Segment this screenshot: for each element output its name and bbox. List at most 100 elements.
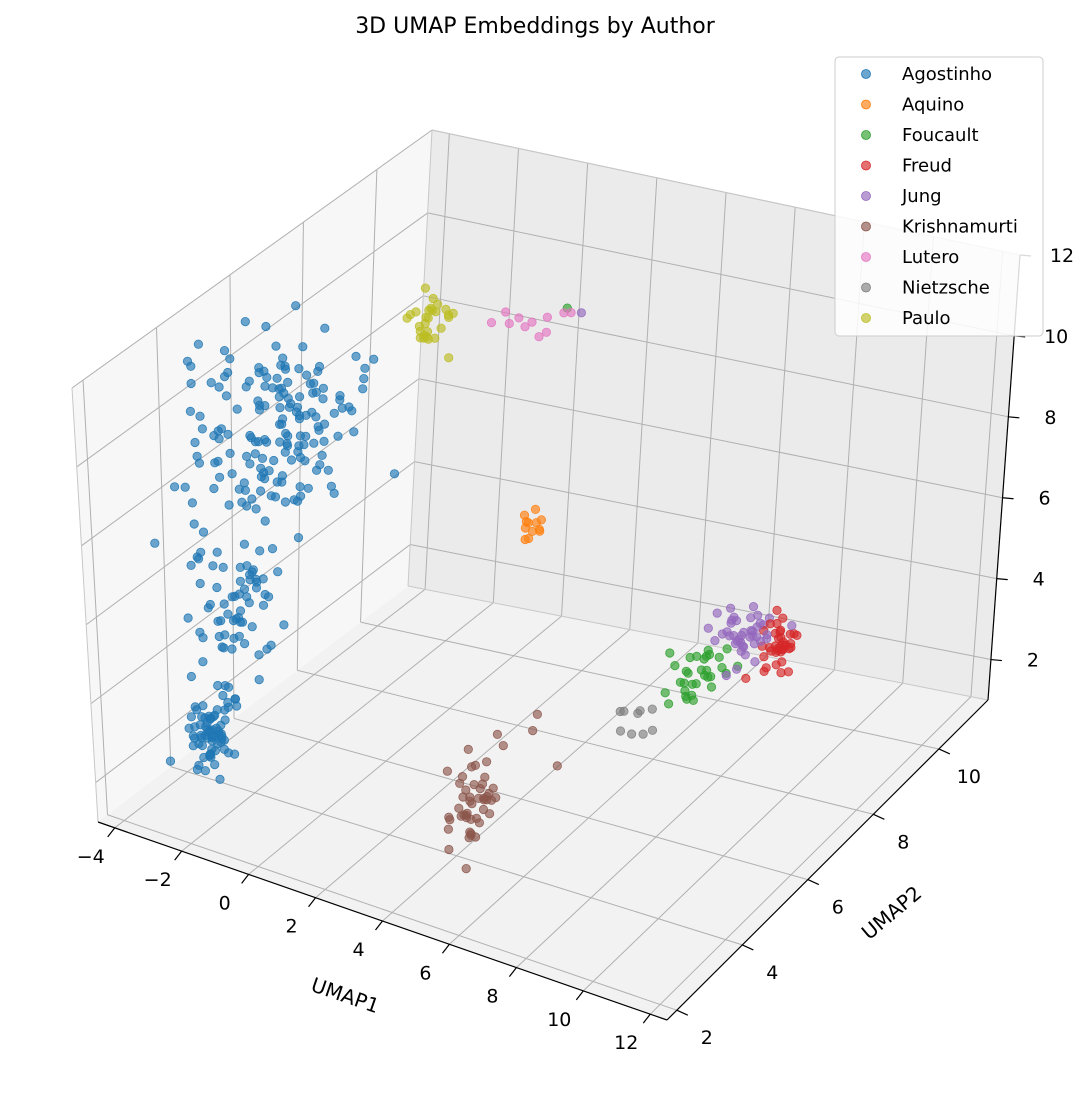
x-axis-label: UMAP1 [308,973,382,1019]
scatter-point-agostinho [242,561,252,571]
scatter-point-agostinho [170,482,180,492]
x-tick [308,897,317,908]
scatter-point-lutero [514,313,524,323]
scatter-point-nietzsche [638,729,648,739]
scatter-point-lutero [541,327,552,337]
scatter-point-jung [712,608,722,618]
scatter-point-krishnamurti [480,772,490,782]
scatter-point-foucault [665,648,675,658]
scatter-point-agostinho [276,383,287,393]
scatter-point-agostinho [245,459,255,469]
scatter-point-agostinho [320,323,330,333]
x-tick [508,967,517,977]
z-tick [1002,497,1014,500]
scatter-point-agostinho [232,404,242,414]
scatter-point-agostinho [267,383,278,393]
scatter-point-jung [749,639,760,649]
scatter-point-agostinho [224,500,234,510]
scatter-point-agostinho [190,702,200,712]
x-tick [575,990,584,1001]
z-tick-label: 10 [1044,326,1068,348]
scatter-point-agostinho [205,714,215,724]
scatter-point-agostinho [189,519,199,529]
scatter-point-agostinho [314,361,325,372]
scatter-point-agostinho [225,354,235,364]
scatter-point-agostinho [254,405,265,415]
scatter-point-agostinho [281,428,291,439]
scatter-point-jung [787,620,797,631]
scatter-point-agostinho [293,447,303,457]
scatter-point-jung [748,601,759,612]
scatter-point-agostinho [235,576,245,586]
scatter-point-agostinho [196,730,206,740]
scatter-point-agostinho [301,370,312,380]
scatter-point-agostinho [294,392,305,402]
legend-label: Foucault [902,125,979,146]
gridline-z-back [414,461,997,580]
scatter-point-agostinho [245,570,255,580]
scatter-point-agostinho [205,726,215,736]
scatter-point-agostinho [246,433,256,443]
scatter-point-foucault [714,652,724,662]
scatter-point-agostinho [263,592,274,602]
scatter-point-foucault [681,666,691,676]
scatter-point-jung [736,637,746,648]
scatter-point-agostinho [283,393,293,403]
scatter-point-agostinho [150,538,160,548]
scatter-point-foucault [660,688,670,698]
chart-title: 3D UMAP Embeddings by Author [355,14,716,39]
scatter-point-freud [778,644,788,654]
scatter-point-agostinho [192,552,202,562]
scatter-point-agostinho [294,363,304,374]
scatter-point-agostinho [165,756,176,766]
scatter-point-krishnamurti [473,793,484,804]
gridline-x-floor [516,669,835,968]
scatter-point-jung [736,646,746,656]
scatter-point-agostinho [255,486,266,496]
scatter-point-agostinho [182,356,193,366]
floor-pane [98,586,988,1020]
scatter-point-agostinho [295,431,305,441]
scatter-point-agostinho [256,472,266,482]
scatter-point-krishnamurti [552,761,562,771]
scatter-point-krishnamurti [444,812,454,822]
scatter-point-agostinho [344,402,354,412]
scatter-point-agostinho [227,469,237,479]
scatter-point-agostinho [274,419,285,429]
scatter-point-agostinho [225,448,235,458]
y-tick-label: 8 [897,831,909,853]
scatter-point-agostinho [351,351,361,361]
scatter-point-lutero [559,308,569,318]
scatter-point-agostinho [275,402,285,413]
scatter-point-agostinho [197,424,207,434]
scatter-point-foucault [706,682,717,692]
scatter-point-jung [721,670,731,681]
scatter-point-freud [765,619,775,629]
scatter-point-agostinho [293,532,304,543]
scatter-point-paulo [433,299,443,309]
y-tick-label: 2 [701,1027,713,1049]
gridline-x-back [561,163,589,617]
scatter-point-agostinho [213,616,223,626]
scatter-point-agostinho [198,527,209,537]
scatter-point-freud [777,657,787,667]
scatter-point-paulo [444,353,454,363]
scatter-point-agostinho [239,539,249,549]
pane-edge [407,129,433,587]
scatter-point-lutero [527,317,537,327]
scatter-point-agostinho [195,578,205,589]
scatter-point-agostinho [323,465,333,475]
scatter-point-agostinho [303,483,313,493]
scatter-point-krishnamurti [498,740,508,751]
scatter-point-agostinho [289,495,299,505]
scatter-point-agostinho [280,361,290,371]
x-tick-label: 12 [614,1032,638,1054]
scatter-point-agostinho [237,617,248,627]
scatter-point-foucault [685,652,695,663]
scatter-point-nietzsche [615,726,626,736]
y-axis-line [666,699,989,1021]
x-tick [107,827,116,838]
scatter-point-agostinho [212,582,222,593]
y-tick [807,879,820,886]
legend-marker [861,191,871,201]
